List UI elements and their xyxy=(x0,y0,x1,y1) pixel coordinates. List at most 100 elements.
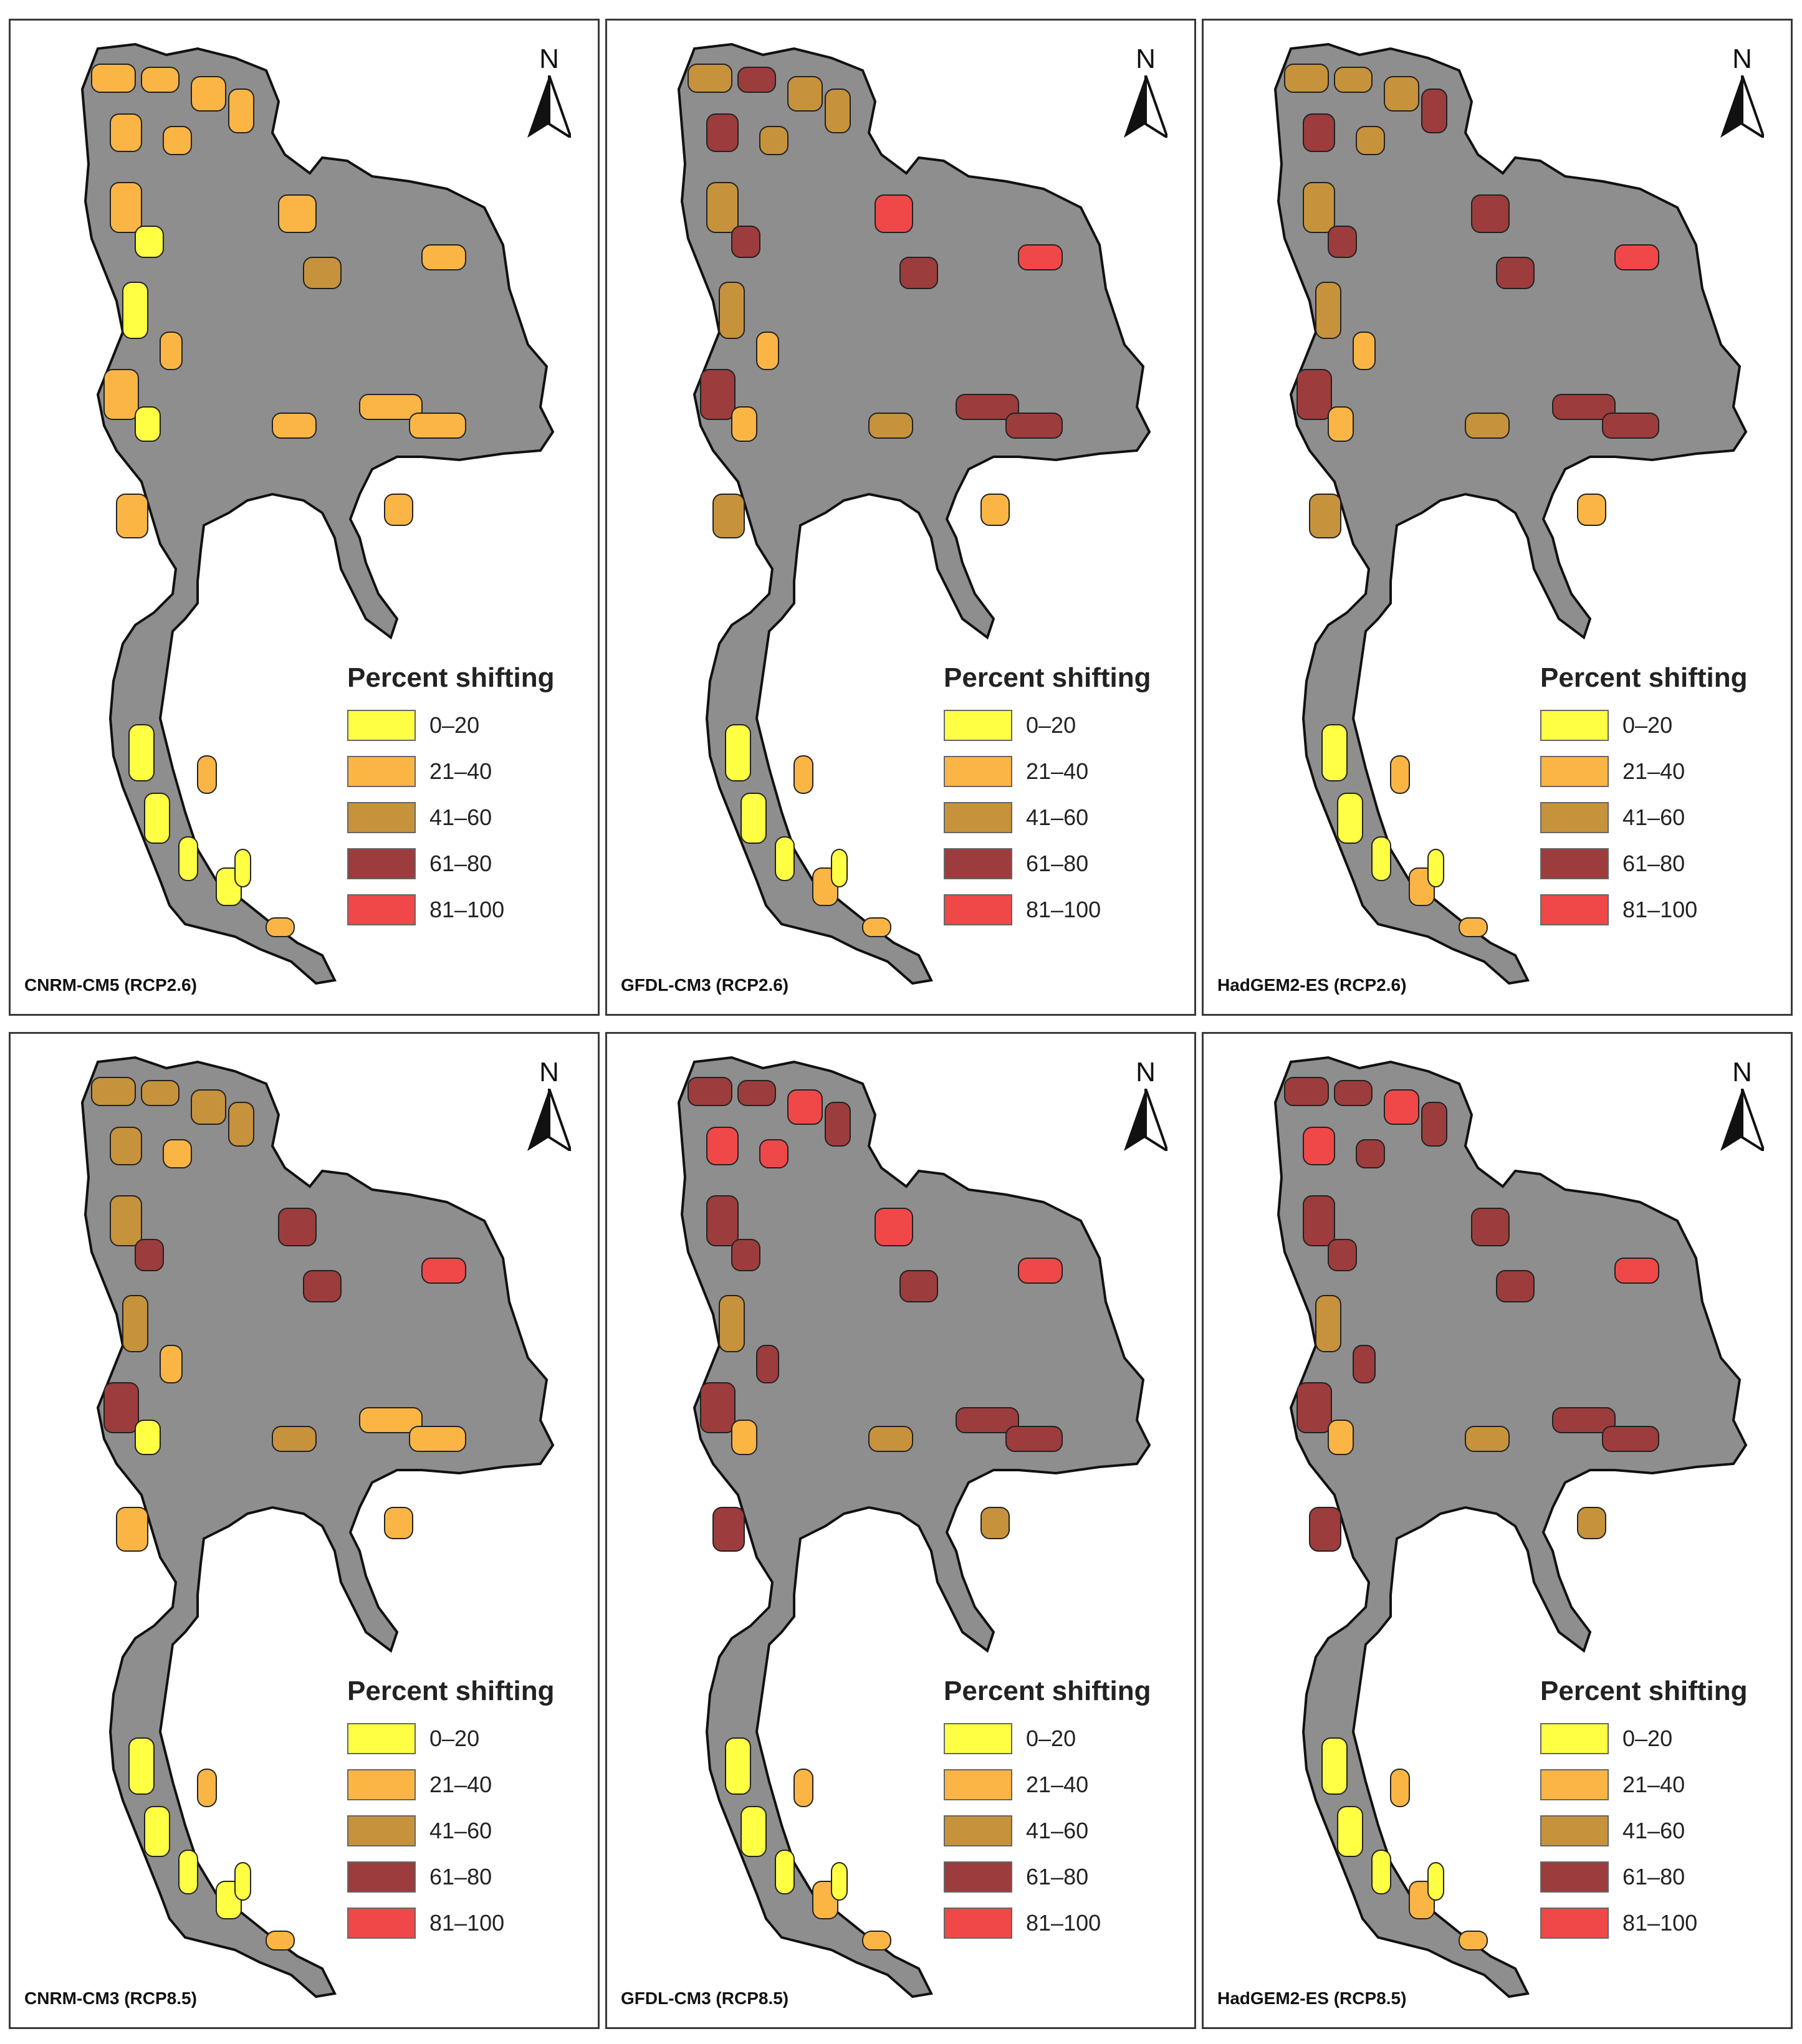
map-panel-4: N Percent shifting 0–20 21–40 41–60 61–80 81… xyxy=(9,1032,600,2029)
north-arrow-icon xyxy=(1720,75,1766,141)
north-label: N xyxy=(1136,1057,1156,1087)
shift-zone xyxy=(1552,394,1616,420)
country-outline xyxy=(677,42,1151,985)
shift-zone xyxy=(191,76,226,112)
shift-zone xyxy=(775,1850,795,1894)
shift-zone xyxy=(116,494,148,538)
legend-swatch xyxy=(944,1908,1012,1939)
shift-zone xyxy=(128,724,155,781)
shift-zone xyxy=(719,1295,745,1352)
thailand-map xyxy=(677,42,1151,985)
legend-label: 21–40 xyxy=(1026,1772,1089,1797)
shift-zone xyxy=(197,1769,217,1807)
legend-item: 61–80 xyxy=(944,1854,1193,1900)
shift-zone xyxy=(1334,1080,1373,1106)
shift-zone xyxy=(1321,724,1348,781)
thailand-map xyxy=(80,42,555,985)
shift-zone xyxy=(1459,917,1488,937)
legend-label: 0–20 xyxy=(1622,712,1673,738)
north-label: N xyxy=(1732,1057,1752,1087)
shift-zone xyxy=(831,1862,848,1901)
shift-zone xyxy=(421,1258,466,1284)
legend-title: Percent shifting xyxy=(944,662,1151,693)
shift-zone xyxy=(1427,849,1444,887)
shift-zone xyxy=(409,413,466,439)
shift-zone xyxy=(737,67,776,93)
shift-zone xyxy=(1328,1420,1354,1455)
shift-zone xyxy=(688,1077,732,1106)
shift-zone xyxy=(144,793,170,844)
shift-zone xyxy=(1328,226,1357,258)
legend-title: Percent shifting xyxy=(347,1676,555,1706)
panel-caption: GFDL-CM3 (RCP2.6) xyxy=(621,975,789,995)
north-label: N xyxy=(1732,44,1752,74)
country-outline xyxy=(80,42,555,985)
legend-label: 0–20 xyxy=(429,1726,480,1751)
legend-swatch xyxy=(1540,756,1609,787)
legend-item: 0–20 xyxy=(944,702,1193,748)
shift-zone xyxy=(980,1507,1010,1539)
shift-zone xyxy=(759,1139,788,1168)
legend-swatch xyxy=(944,1815,1012,1846)
shift-zone xyxy=(688,64,732,93)
shift-zone xyxy=(1005,413,1063,439)
legend-swatch xyxy=(347,1723,416,1754)
shift-zone xyxy=(862,1931,891,1951)
shift-zone xyxy=(160,1345,183,1383)
shift-zone xyxy=(384,494,413,526)
shift-zone xyxy=(980,494,1010,526)
shift-zone xyxy=(91,1077,136,1106)
country-outline xyxy=(80,1056,555,1999)
shift-zone xyxy=(272,1426,317,1452)
panel-caption: HadGEM2-ES (RCP8.5) xyxy=(1217,1989,1407,2008)
north-arrow: N xyxy=(523,45,575,141)
shift-zone xyxy=(1390,1769,1410,1807)
legend-label: 81–100 xyxy=(429,1910,505,1936)
legend-swatch xyxy=(1540,802,1609,833)
shift-zone xyxy=(178,1850,198,1894)
legend-label: 0–20 xyxy=(1026,712,1076,738)
legend-swatch xyxy=(1540,710,1609,741)
legend: Percent shifting 0–20 21–40 41–60 61–80 81–1… xyxy=(1540,662,1790,933)
shift-zone xyxy=(1309,494,1341,538)
shift-zone xyxy=(719,282,745,339)
shift-zone xyxy=(740,793,767,844)
panel-caption: CNRM-CM5 (RCP2.6) xyxy=(24,975,197,995)
shift-zone xyxy=(303,1270,342,1302)
shift-zone xyxy=(787,1089,823,1125)
north-arrow: N xyxy=(1119,45,1172,141)
shift-zone xyxy=(135,226,164,258)
shift-zone xyxy=(110,182,142,233)
shift-zone xyxy=(278,194,317,233)
shift-zone xyxy=(825,1102,851,1147)
north-label: N xyxy=(539,1057,559,1087)
legend-label: 61–80 xyxy=(429,1864,492,1889)
legend-swatch xyxy=(347,1769,416,1800)
shift-zone xyxy=(1614,1258,1659,1284)
legend-item: 61–80 xyxy=(944,841,1193,887)
shift-zone xyxy=(1303,113,1335,152)
north-arrow: N xyxy=(1119,1059,1172,1154)
legend: Percent shifting 0–20 21–40 41–60 61–80 81–1… xyxy=(347,662,597,933)
legend-label: 0–20 xyxy=(1622,1726,1673,1751)
thailand-map xyxy=(1273,42,1748,985)
legend-item: 81–100 xyxy=(1540,1900,1790,1946)
legend-item: 0–20 xyxy=(1540,1716,1790,1762)
shift-zone xyxy=(731,1420,757,1455)
panel-caption: HadGEM2-ES (RCP2.6) xyxy=(1217,975,1407,995)
map-panel-6: N Percent shifting 0–20 21–40 41–60 61–80 81… xyxy=(1202,1032,1793,2029)
legend-item: 0–20 xyxy=(1540,702,1790,748)
shift-zone xyxy=(1459,1931,1488,1951)
shift-zone xyxy=(110,1195,142,1246)
legend-label: 41–60 xyxy=(429,805,492,830)
shift-zone xyxy=(110,1127,142,1165)
shift-zone xyxy=(1328,1239,1357,1271)
shift-zone xyxy=(787,76,823,112)
shift-zone xyxy=(706,1195,739,1246)
shift-zone xyxy=(128,1737,155,1795)
north-label: N xyxy=(539,44,559,74)
legend-item: 21–40 xyxy=(1540,748,1790,795)
shift-zone xyxy=(1371,1850,1391,1894)
legend-item: 81–100 xyxy=(944,1900,1193,1946)
shift-zone xyxy=(1384,76,1419,112)
